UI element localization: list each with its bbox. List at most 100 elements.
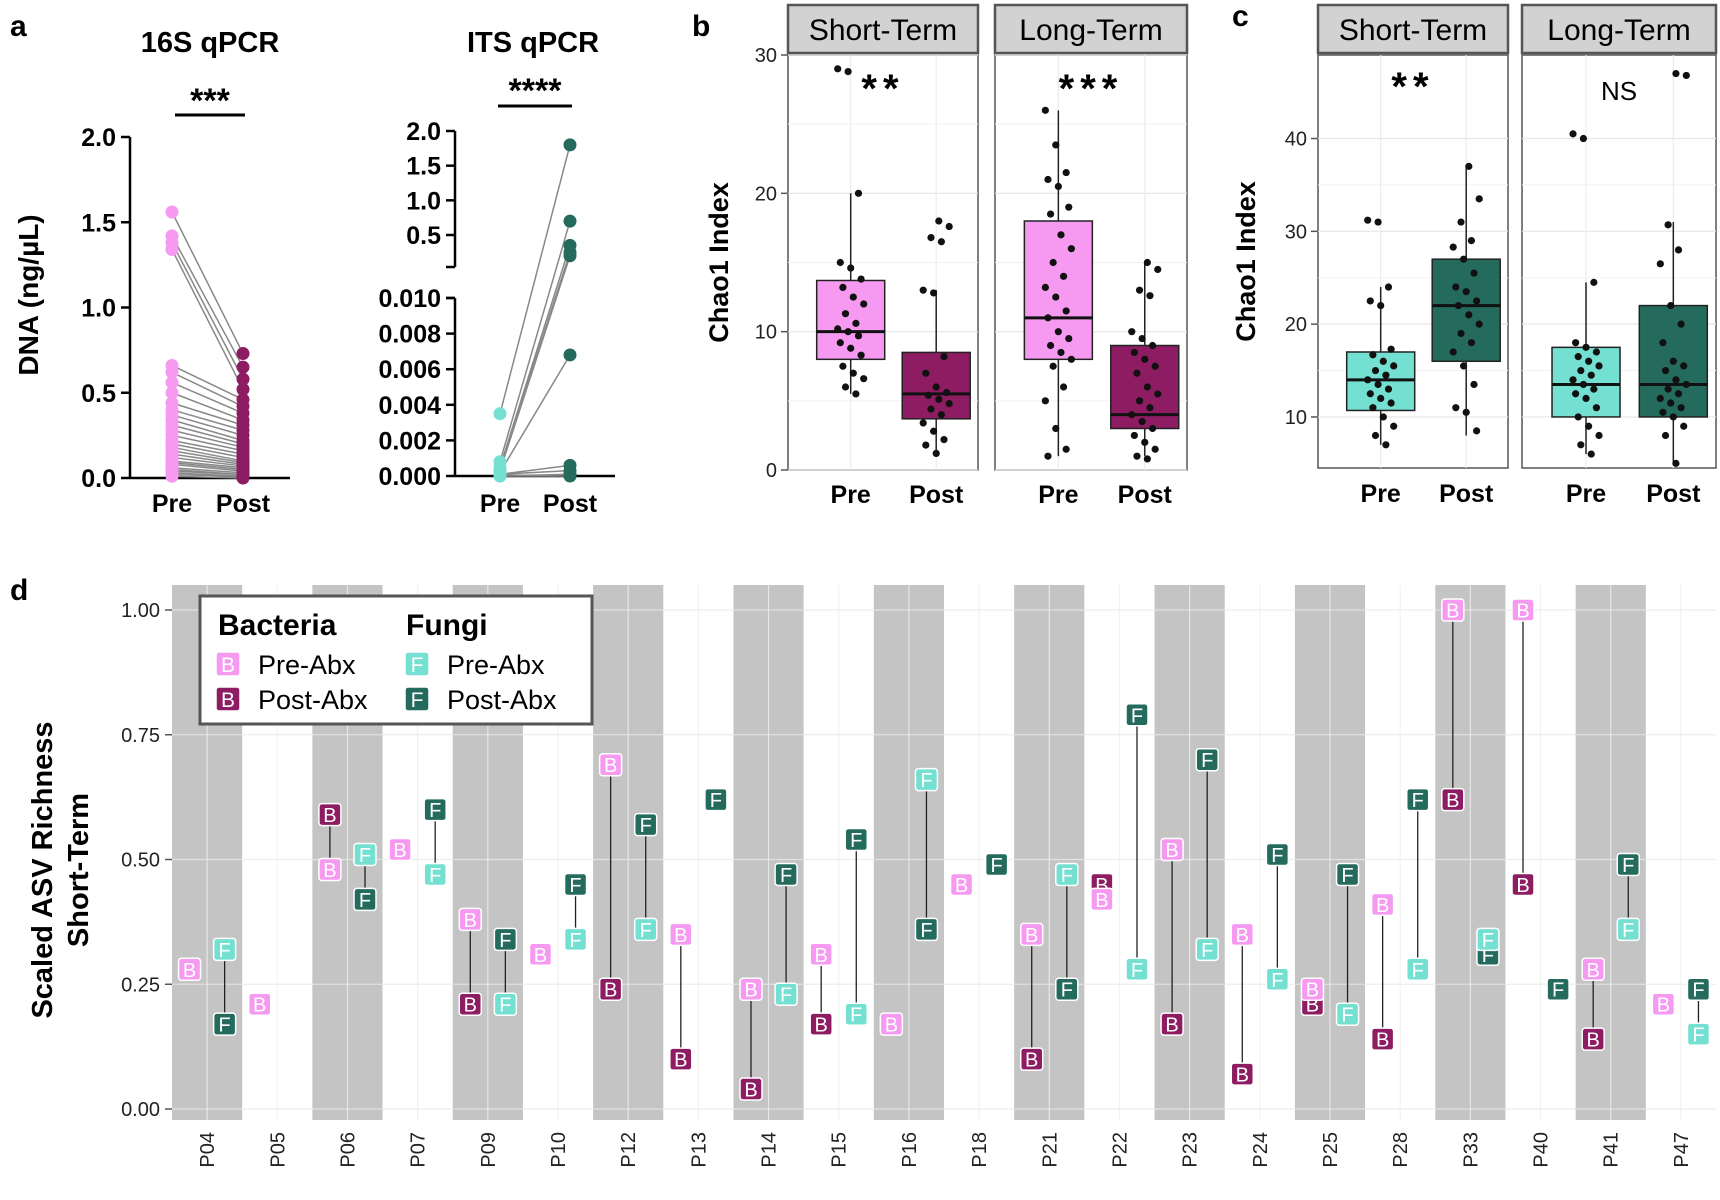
data-point — [1682, 71, 1690, 80]
data-point — [1154, 265, 1162, 274]
marker-letter: F — [1061, 980, 1073, 1002]
x-tick-label: P06 — [337, 1132, 359, 1168]
marker-box — [774, 982, 798, 1006]
panel-label-a: a — [10, 10, 27, 43]
marker-letter: F — [1131, 960, 1143, 982]
data-point — [1592, 348, 1601, 356]
marker-box — [809, 942, 833, 967]
marker-letter: F — [1131, 705, 1143, 727]
panel-c-chao1-fungi: Chao1 Index 10 20 30 40 Short-Term ** Pre Post Lo… — [1231, 3, 1718, 508]
pre-point — [493, 469, 507, 483]
x-tick-label: P21 — [1039, 1132, 1061, 1168]
marker-letter: B — [393, 840, 406, 862]
data-point — [1682, 380, 1690, 389]
marker-box — [1265, 842, 1290, 867]
data-point — [1585, 422, 1593, 430]
marker-letter: B — [183, 960, 196, 982]
marker-letter: B — [253, 995, 266, 1017]
y-tick-label: 0.002 — [378, 427, 441, 455]
marker-letter: F — [1412, 790, 1424, 812]
pair-line — [171, 249, 244, 390]
data-point — [852, 390, 860, 398]
data-point — [1569, 376, 1577, 384]
marker-letter: F — [219, 940, 231, 962]
pair-line — [171, 429, 244, 449]
data-point — [1371, 431, 1380, 440]
marker-letter: F — [499, 930, 511, 952]
marker-letter: B — [744, 1080, 757, 1102]
legend-item-label: Pre-Abx — [447, 650, 545, 680]
data-point — [1379, 413, 1387, 421]
marker-box — [318, 857, 342, 882]
marker-letter: F — [1552, 980, 1564, 1002]
data-point — [1052, 293, 1060, 301]
marker-box — [1160, 1012, 1184, 1036]
data-point — [1465, 162, 1473, 170]
marker-letter: F — [359, 890, 371, 912]
legend-swatch-letter: B — [221, 654, 235, 677]
x-tick-label: P05 — [267, 1132, 289, 1168]
pair-line — [171, 475, 244, 479]
x-tick-label: P40 — [1531, 1132, 1553, 1168]
data-point — [1595, 431, 1603, 440]
marker-box — [1686, 977, 1711, 1001]
marker-letter: F — [569, 875, 581, 897]
pair-line — [171, 434, 244, 452]
pair-line — [171, 392, 244, 421]
data-point — [1377, 301, 1385, 310]
data-point — [844, 68, 852, 76]
pair-line — [171, 409, 244, 431]
data-point — [1590, 278, 1598, 286]
data-point — [1046, 341, 1055, 350]
marker-box — [1511, 872, 1535, 897]
data-point — [919, 286, 927, 294]
post-point — [563, 249, 577, 263]
marker-letter: F — [780, 985, 792, 1007]
marker-box — [1441, 787, 1465, 812]
marker-box — [1405, 787, 1430, 812]
post-point — [236, 471, 250, 485]
marker-letter: B — [1446, 601, 1459, 623]
data-point — [1138, 417, 1146, 426]
legend-swatch — [215, 651, 241, 677]
data-point — [1473, 427, 1481, 435]
x-tick-label: P41 — [1601, 1132, 1623, 1168]
data-point — [847, 264, 855, 272]
data-point — [1148, 341, 1157, 350]
marker-box — [1230, 1062, 1255, 1086]
marker-letter: F — [1341, 865, 1353, 887]
data-point — [1661, 366, 1670, 375]
marker-letter: F — [640, 920, 652, 942]
data-point — [1577, 366, 1585, 375]
significance-label: *** — [1059, 67, 1124, 111]
data-point — [930, 289, 938, 297]
x-tick-label: P22 — [1109, 1132, 1131, 1168]
data-point — [1449, 348, 1457, 356]
box-iqr — [1431, 258, 1501, 363]
marker-letter: F — [991, 855, 1003, 877]
data-point — [1462, 288, 1470, 296]
data-point — [1049, 258, 1057, 267]
data-point — [1667, 399, 1675, 407]
marker-box — [1055, 977, 1079, 1001]
marker-box — [1230, 922, 1255, 947]
marker-letter: B — [1306, 980, 1319, 1002]
data-point — [1382, 441, 1390, 449]
marker-letter: B — [604, 980, 617, 1002]
x-tick-label: Post — [1118, 481, 1173, 509]
data-point — [932, 383, 940, 391]
legend-swatch-letter: B — [221, 689, 235, 712]
post-point — [236, 360, 250, 374]
data-point — [1044, 452, 1052, 460]
marker-box — [1335, 1002, 1360, 1026]
pair-line — [499, 144, 571, 414]
data-point — [940, 352, 948, 361]
data-point — [945, 400, 953, 408]
data-point — [1151, 362, 1159, 370]
data-point — [1130, 431, 1138, 440]
marker-letter: F — [569, 930, 581, 952]
marker-box — [1651, 992, 1676, 1016]
data-point — [1377, 394, 1385, 402]
marker-letter: B — [1657, 995, 1670, 1017]
data-point — [1587, 450, 1595, 458]
